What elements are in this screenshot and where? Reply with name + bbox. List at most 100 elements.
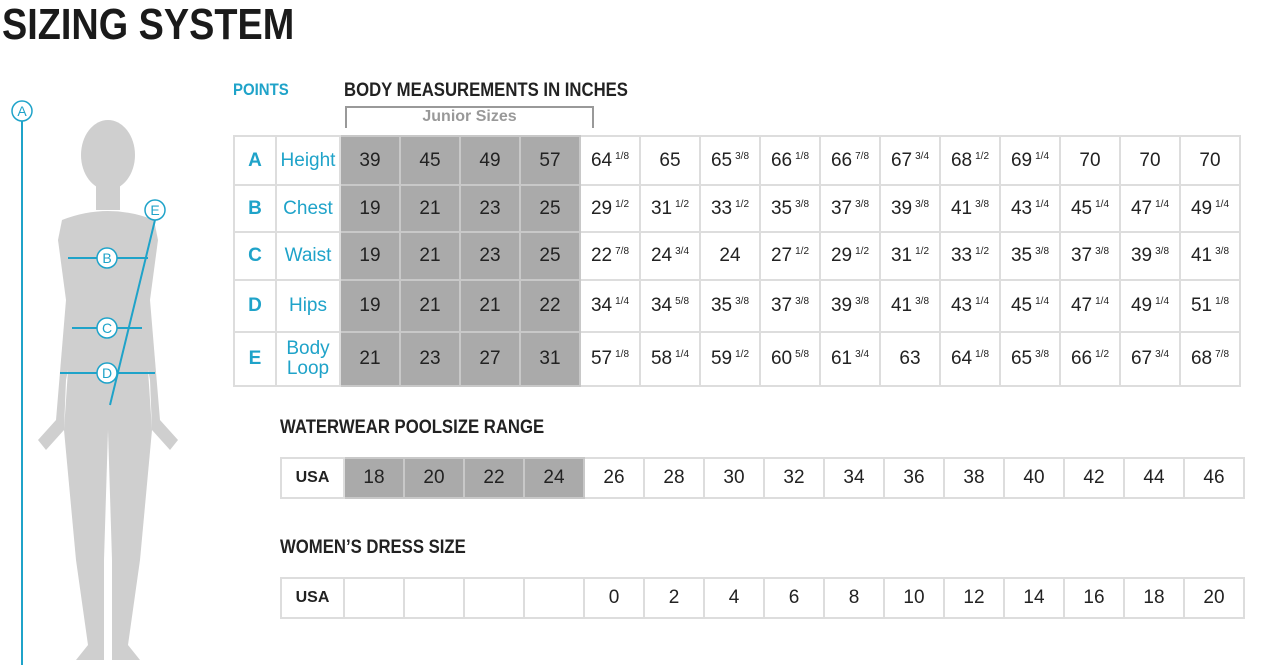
- cell-value: 45: [419, 149, 441, 171]
- size-cell: 57 1/8: [579, 331, 641, 387]
- cell-value: 39: [359, 149, 381, 171]
- size-cell: 58 1/4: [639, 331, 701, 387]
- junior-cell: 31: [519, 331, 581, 387]
- junior-cell: 21: [459, 279, 521, 333]
- size-cell: 33 1/2: [939, 231, 1001, 281]
- junior-cell: 19: [339, 231, 401, 281]
- country-label: USA: [280, 457, 345, 499]
- size-cell: 12: [943, 577, 1005, 619]
- cell-value: 22: [483, 467, 505, 488]
- cell-value: 35: [710, 295, 733, 316]
- cell-value: 23: [479, 245, 501, 266]
- size-cell: 31 1/2: [639, 184, 701, 233]
- point-d-marker: D: [96, 362, 118, 384]
- cell-value: 34: [843, 467, 865, 488]
- cell-value: 10: [903, 587, 925, 608]
- cell-value: 25: [539, 197, 561, 219]
- table-row: C Waist 19 21 23 25 22 7/8 24 3/4 24 27 1/2 29 1/2 31 1/…: [233, 231, 1241, 281]
- size-cell: 43 1/4: [999, 184, 1061, 233]
- size-cell: 65 3/8: [699, 135, 761, 186]
- svg-text:A: A: [17, 103, 27, 119]
- cell-fraction: 1/2: [735, 198, 750, 210]
- size-cell: 32: [763, 457, 825, 499]
- cell-value: 22: [539, 295, 561, 316]
- cell-value: 57: [590, 348, 613, 369]
- cell-value: 37: [770, 295, 793, 316]
- junior-cell: 21: [399, 184, 461, 233]
- svg-text:D: D: [102, 365, 112, 381]
- cell-value: 41: [950, 197, 973, 219]
- cell-value: 39: [890, 197, 913, 219]
- table-row: USA 18 20 22 24 26 28 30 32 34 36 38 40 42 44 46: [280, 457, 1245, 499]
- cell-value: 65: [710, 149, 733, 171]
- size-cell: 37 3/8: [819, 184, 881, 233]
- cell-value: 35: [770, 197, 793, 219]
- cell-value: 28: [663, 467, 685, 488]
- size-cell: 28: [643, 457, 705, 499]
- cell-value: 12: [963, 587, 985, 608]
- cell-value: 21: [419, 245, 441, 266]
- cell-value: 51: [1190, 295, 1213, 316]
- page-title: SIZING SYSTEM: [2, 0, 295, 49]
- cell-fraction: 1/8: [1215, 296, 1230, 307]
- point-letter: B: [233, 184, 277, 233]
- junior-cell: 27: [459, 331, 521, 387]
- cell-value: 44: [1143, 467, 1165, 488]
- cell-value: 23: [479, 197, 501, 219]
- junior-cell: 22: [519, 279, 581, 333]
- cell-value: 63: [899, 348, 921, 369]
- cell-value: 19: [359, 245, 381, 266]
- cell-value: 70: [1139, 149, 1161, 171]
- cell-value: 24: [543, 467, 565, 488]
- cell-value: 31: [650, 197, 673, 219]
- svg-text:C: C: [102, 320, 112, 336]
- cell-fraction: 7/8: [855, 150, 870, 162]
- cell-fraction: 1/4: [1155, 198, 1170, 210]
- cell-value: 29: [830, 245, 853, 266]
- cell-value: 18: [363, 467, 385, 488]
- cell-fraction: 1/4: [1035, 198, 1050, 210]
- cell-fraction: 1/2: [975, 246, 990, 257]
- table-row: E Body Loop 21 23 27 31 57 1/8 58 1/4 59 1/2 60 5/8 61…: [233, 331, 1241, 387]
- cell-fraction: 1/4: [1035, 296, 1050, 307]
- size-cell: 29 1/2: [579, 184, 641, 233]
- cell-value: Body Loop: [286, 338, 330, 379]
- cell-value: 4: [728, 587, 740, 608]
- cell-value: 42: [1083, 467, 1105, 488]
- cell-value: 65: [1010, 348, 1033, 369]
- cell-fraction: 3/4: [675, 246, 690, 257]
- size-cell: 35 3/8: [759, 184, 821, 233]
- cell-value: 2: [668, 587, 680, 608]
- cell-fraction: 1/4: [675, 349, 690, 360]
- cell-value: 27: [479, 348, 501, 369]
- poolsize-table: USA 18 20 22 24 26 28 30 32 34 36 38 40 42 44 46: [280, 457, 1245, 499]
- cell-value: 23: [419, 348, 441, 369]
- cell-fraction: 1/8: [615, 150, 630, 162]
- cell-value: 68: [950, 149, 973, 171]
- table-row: USA 0 2 4 6 8 10 12 14 16 18 20: [280, 577, 1245, 619]
- point-e-marker: E: [144, 199, 166, 221]
- size-cell: 60 5/8: [759, 331, 821, 387]
- cell-value: 21: [359, 348, 381, 369]
- cell-fraction: 5/8: [795, 349, 810, 360]
- junior-cell: 20: [403, 457, 465, 499]
- size-cell: 37 3/8: [759, 279, 821, 333]
- cell-value: 70: [1199, 149, 1221, 171]
- junior-cell: 25: [519, 184, 581, 233]
- size-cell: 65: [639, 135, 701, 186]
- cell-fraction: 3/4: [915, 150, 930, 162]
- junior-cell: 21: [399, 231, 461, 281]
- size-cell: 16: [1063, 577, 1125, 619]
- point-letter: A: [233, 135, 277, 186]
- cell-value: 65: [659, 149, 681, 171]
- cell-fraction: 3/8: [855, 198, 870, 210]
- cell-value: 24: [650, 245, 673, 266]
- poolsize-title: WATERWEAR POOLSIZE RANGE: [280, 417, 545, 438]
- cell-value: 57: [539, 149, 561, 171]
- cell-value: 66: [830, 149, 853, 171]
- cell-fraction: 3/8: [795, 198, 810, 210]
- cell-value: 47: [1130, 197, 1153, 219]
- cell-value: 37: [1070, 245, 1093, 266]
- cell-fraction: 1/4: [1035, 150, 1050, 162]
- cell-fraction: 7/8: [1215, 349, 1230, 360]
